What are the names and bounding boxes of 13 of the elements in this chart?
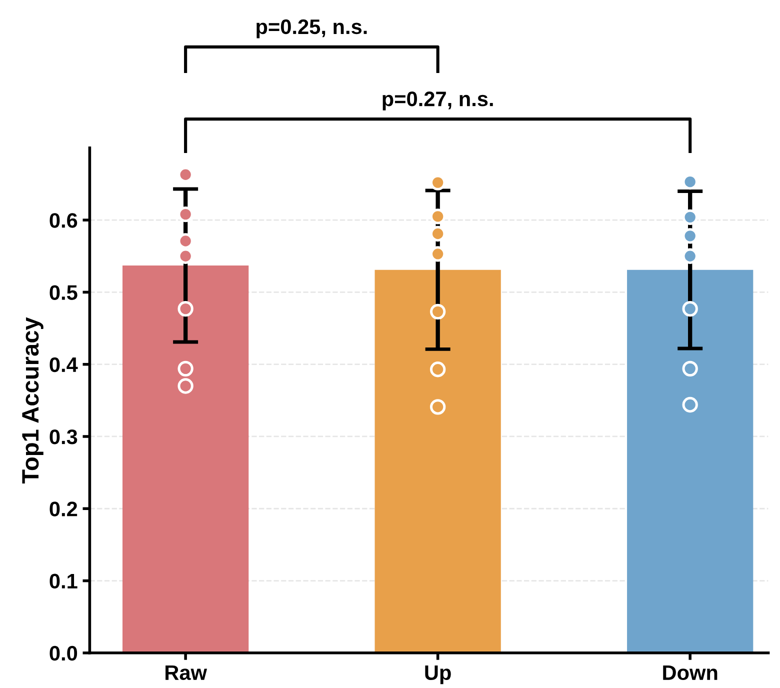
y-tick-label: 0.4 — [50, 357, 78, 372]
x-tick-label: Down — [663, 665, 718, 680]
y-tick-label: 0.3 — [50, 429, 78, 444]
y-tick-label: 0.5 — [50, 285, 78, 300]
y-tick-label: 0.6 — [50, 213, 78, 228]
x-tick-label: Up — [425, 665, 451, 684]
y-tick-label: 0.0 — [50, 646, 78, 661]
text: p=0.25, n.s. — [256, 19, 367, 38]
y-tick-label: 0.1 — [50, 574, 78, 589]
y-axis-title: Top1 Accuracy — [22, 317, 44, 484]
text: p=0.27, n.s. — [382, 92, 493, 110]
y-tick-label: 0.2 — [50, 502, 78, 516]
x-tick-label: Raw — [166, 665, 208, 680]
